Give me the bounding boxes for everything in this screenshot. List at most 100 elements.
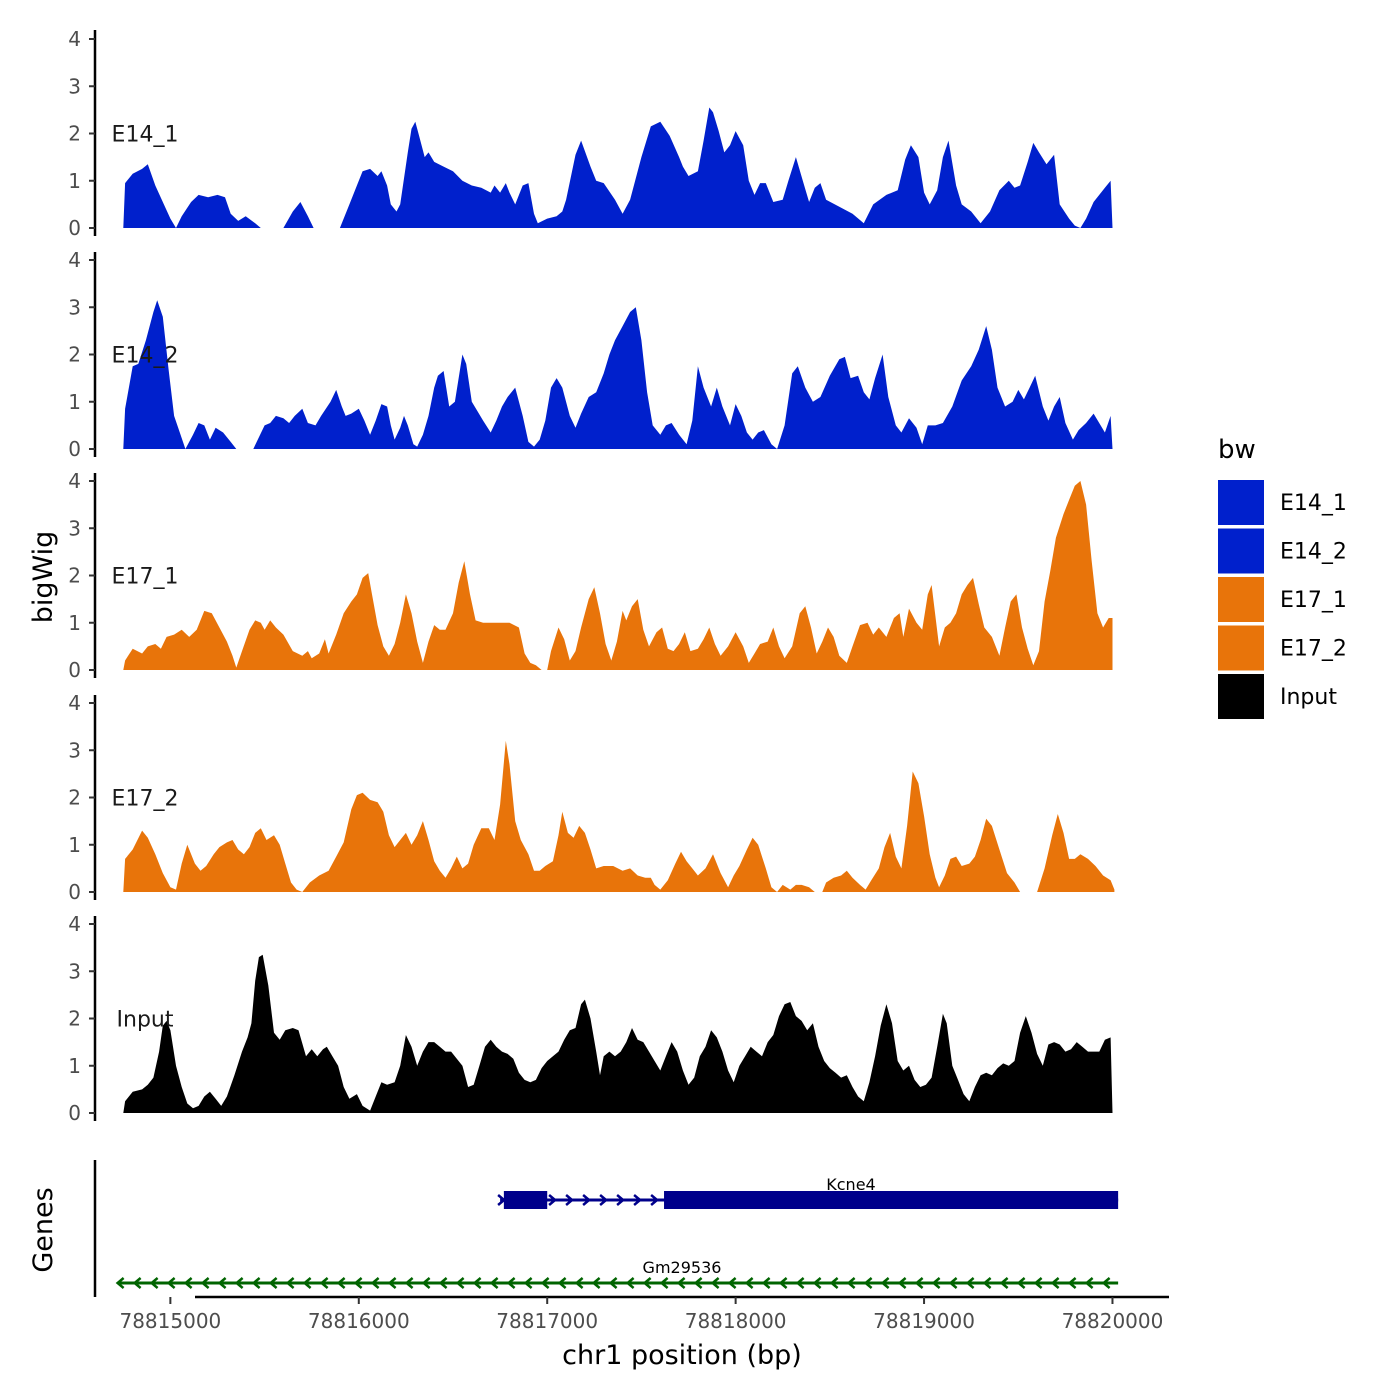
track-label: Input [117, 1008, 174, 1033]
gene-exon [664, 1191, 1119, 1209]
legend-swatch-e17_2 [1218, 625, 1264, 671]
legend-swatch-e17_1 [1218, 577, 1264, 622]
strand-arrow [1101, 1277, 1111, 1289]
strand-arrow [616, 1194, 626, 1206]
strand-arrow [183, 1277, 193, 1289]
strand-arrow [217, 1277, 227, 1289]
strand-arrow [557, 1277, 567, 1289]
strand-arrow [608, 1277, 618, 1289]
strand-arrow [625, 1277, 635, 1289]
gene-kcne4: Kcne4 [497, 1175, 1119, 1209]
x-tick-label: 78819000 [873, 1309, 975, 1333]
x-tick-label: 78818000 [685, 1309, 787, 1333]
strand-arrow [285, 1277, 295, 1289]
strand-arrow [438, 1277, 448, 1289]
y-tick-label: 0 [68, 658, 81, 682]
strand-arrow [744, 1277, 754, 1289]
genes-layer: Kcne4 Gm29536 [93, 1160, 1119, 1297]
y-tick-label: 2 [68, 564, 81, 588]
x-axis: 78815000 78816000 78817000 78818000 78819000… [119, 1295, 1169, 1333]
y-tick-label: 1 [68, 833, 81, 857]
strand-arrow [710, 1277, 720, 1289]
strand-arrow [166, 1277, 176, 1289]
y-tick-label: 3 [68, 738, 81, 762]
x-tick-label: 78820000 [1062, 1309, 1164, 1333]
y-tick-label: 0 [68, 437, 81, 461]
strand-arrow [1084, 1277, 1094, 1289]
strand-arrow [676, 1277, 686, 1289]
strand-arrow [489, 1277, 499, 1289]
legend-label: E14_2 [1280, 540, 1347, 565]
strand-arrow [132, 1277, 142, 1289]
x-tick-label: 78815000 [119, 1309, 221, 1333]
strand-arrow [642, 1277, 652, 1289]
legend-swatch-input [1218, 674, 1264, 719]
strand-arrow [115, 1277, 125, 1289]
track-e14_1: 0 1 2 3 4 E14_1 [68, 27, 1113, 240]
strand-arrow [421, 1277, 431, 1289]
track-area-e14_1 [123, 107, 1113, 228]
strand-arrow [591, 1277, 601, 1289]
track-area-e17_1 [123, 481, 1113, 670]
strand-arrow [948, 1277, 958, 1289]
gene-gm29536: Gm29536 [115, 1258, 1119, 1289]
legend-swatch-e14_2 [1218, 528, 1264, 574]
strand-arrow [582, 1194, 592, 1206]
y-tick-label: 0 [68, 216, 81, 240]
strand-arrow [914, 1277, 924, 1289]
track-area-input [123, 954, 1113, 1113]
y-tick-label: 4 [68, 27, 81, 51]
legend-label: Input [1280, 685, 1337, 710]
strand-arrow [251, 1277, 261, 1289]
strand-arrow [1033, 1277, 1043, 1289]
strand-arrow [1016, 1277, 1026, 1289]
genes-axis-title: Genes [28, 1187, 59, 1272]
legend: E14_1 E14_2 E17_1 E17_2 Input [1218, 480, 1347, 719]
strand-arrow [523, 1277, 533, 1289]
strand-arrow [761, 1277, 771, 1289]
legend-label: E17_2 [1280, 637, 1347, 662]
x-axis-title: chr1 position (bp) [562, 1340, 802, 1371]
y-tick-label: 1 [68, 611, 81, 635]
track-e14_2: 0 1 2 3 4 E14_2 [68, 248, 1113, 461]
y-tick-label: 3 [68, 295, 81, 319]
y-tick-label: 4 [68, 691, 81, 715]
strand-arrow [574, 1277, 584, 1289]
strand-arrow [319, 1277, 329, 1289]
strand-arrow [302, 1277, 312, 1289]
y-tick-label: 4 [68, 469, 81, 493]
strand-arrow [650, 1194, 660, 1206]
y-tick-label: 2 [68, 786, 81, 810]
legend-swatch-e14_1 [1218, 480, 1264, 525]
track-area-e17_2 [123, 740, 1115, 892]
y-tick-label: 2 [68, 122, 81, 146]
legend-label: E17_1 [1280, 588, 1347, 613]
strand-arrow [353, 1277, 363, 1289]
strand-arrow [846, 1277, 856, 1289]
strand-arrow [234, 1277, 244, 1289]
y-tick-label: 1 [68, 390, 81, 414]
y-tick-label: 1 [68, 1054, 81, 1078]
strand-arrow [1050, 1277, 1060, 1289]
track-e17_1: 0 1 2 3 4 E17_1 [68, 469, 1113, 682]
strand-arrow [812, 1277, 822, 1289]
y-axis-title: bigWig [28, 531, 59, 624]
y-tick-label: 3 [68, 959, 81, 983]
track-label: E14_2 [112, 344, 179, 369]
gene-exon [503, 1191, 548, 1209]
strand-arrow [336, 1277, 346, 1289]
strand-arrow [999, 1277, 1009, 1289]
strand-arrow [149, 1277, 159, 1289]
strand-arrow [540, 1277, 550, 1289]
strand-arrow [659, 1277, 669, 1289]
track-label: E17_1 [112, 565, 179, 590]
strand-arrow [795, 1277, 805, 1289]
strand-arrow [829, 1277, 839, 1289]
strand-arrow [387, 1277, 397, 1289]
y-tick-label: 0 [68, 1101, 81, 1125]
strand-arrow [268, 1277, 278, 1289]
y-tick-label: 4 [68, 248, 81, 272]
y-tick-label: 1 [68, 169, 81, 193]
y-tick-label: 2 [68, 343, 81, 367]
